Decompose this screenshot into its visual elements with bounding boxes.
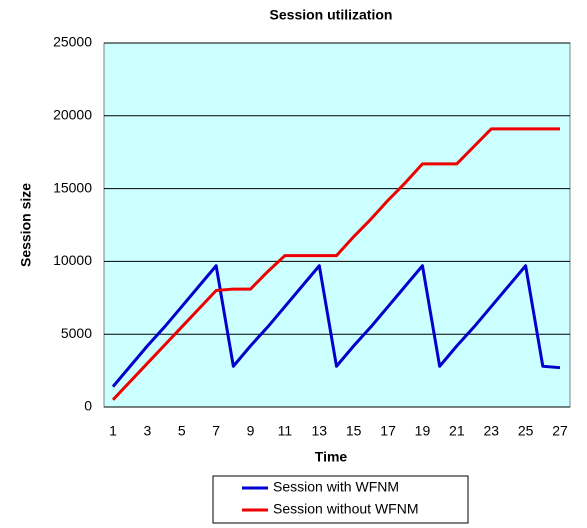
legend-label: Session with WFNM [273, 479, 399, 495]
x-tick-label: 3 [143, 423, 151, 439]
y-tick-label: 0 [84, 398, 92, 414]
y-tick-label: 20000 [53, 107, 92, 123]
x-tick-label: 25 [518, 423, 534, 439]
x-tick-label: 9 [247, 423, 255, 439]
x-tick-label: 17 [380, 423, 396, 439]
series-line [111, 127, 560, 401]
y-tick-label: 15000 [53, 179, 92, 195]
y-tick-label: 5000 [61, 325, 92, 341]
x-tick-label: 1 [109, 423, 117, 439]
x-axis-title: Time [315, 449, 348, 465]
legend [212, 475, 469, 524]
x-tick-label: 11 [278, 423, 293, 439]
x-tick-label: 21 [449, 423, 465, 439]
y-tick-label: 10000 [53, 252, 92, 268]
x-tick-label: 15 [346, 423, 362, 439]
x-tick-label: 19 [415, 423, 431, 439]
x-tick-label: 23 [483, 423, 499, 439]
x-tick-label: 5 [178, 423, 186, 439]
x-tick-label: 7 [212, 423, 220, 439]
x-tick-label: 13 [312, 423, 328, 439]
x-tick-label: 27 [552, 423, 568, 439]
y-axis-title: Session size [18, 183, 34, 267]
series-line [111, 264, 561, 388]
y-tick-label: 25000 [53, 34, 92, 50]
legend-label: Session without WFNM [273, 501, 418, 517]
plot-area [103, 42, 571, 408]
chart-title: Session utilization [270, 7, 393, 23]
